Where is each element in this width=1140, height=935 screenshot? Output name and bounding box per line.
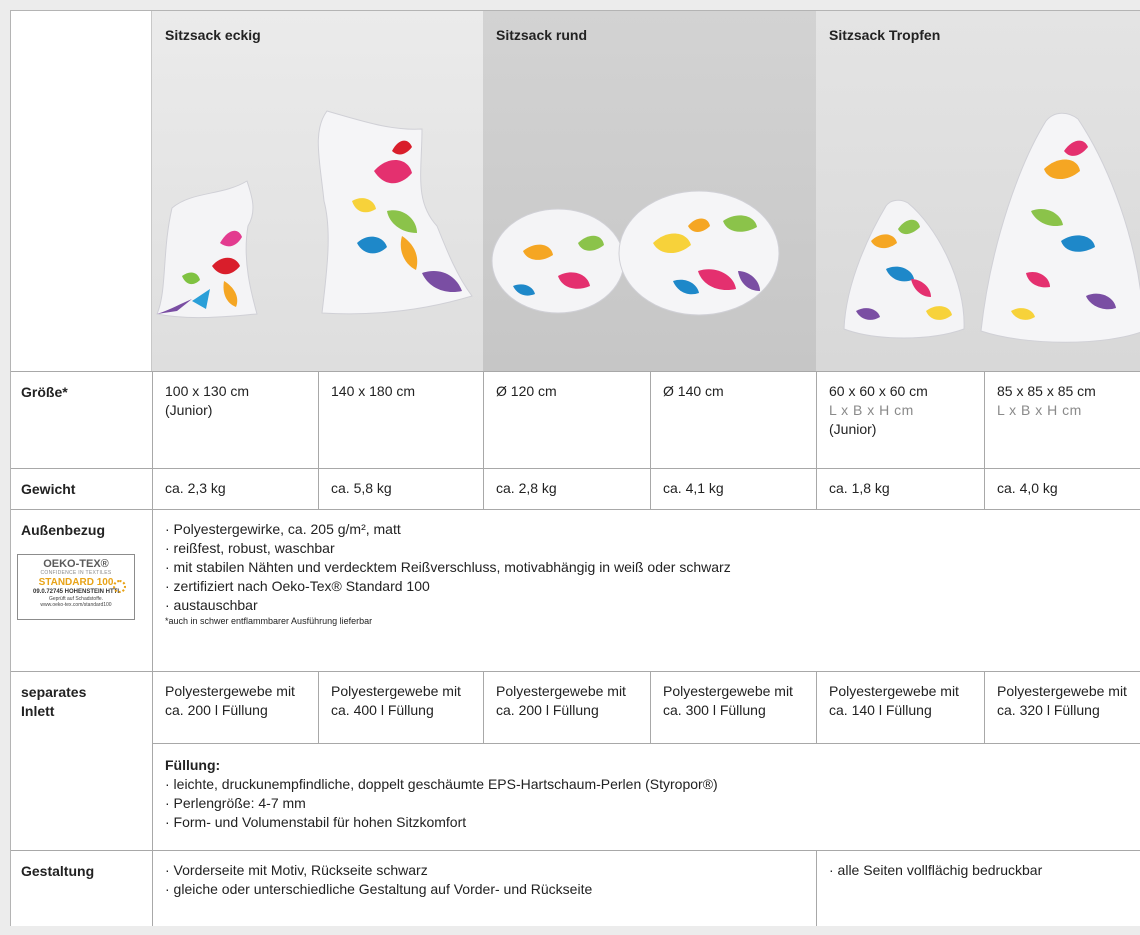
weight-cell: ca. 4,1 kg [650, 469, 816, 509]
row-label: Außenbezug [21, 522, 105, 538]
row-aussenbezug: Außenbezug OEKO-TEX® CONFIDENCE IN TEXTI… [11, 509, 1140, 671]
size-value: 100 x 130 cm [165, 383, 250, 399]
inlett-line: ca. 320 l Füllung [997, 702, 1100, 718]
inlett-cell: Polyestergewebe mit ca. 400 l Füllung [318, 672, 483, 743]
weight-cell: ca. 4,0 kg [984, 469, 1140, 509]
header-sitzsack-rund: Sitzsack rund [483, 11, 816, 371]
size-dimensions: L x B x H cm [829, 402, 914, 418]
row-groesse: Größe* 100 x 130 cm (Junior) 140 x 180 c… [11, 371, 1140, 468]
inlett-cell: Polyestergewebe mit ca. 320 l Füllung [984, 672, 1140, 743]
inlett-line: ca. 300 l Füllung [663, 702, 766, 718]
sun-icon [113, 580, 126, 593]
aussenbezug-details: · Polyestergewirke, ca. 205 g/m², matt ·… [152, 510, 1140, 671]
size-value: 85 x 85 x 85 cm [997, 383, 1096, 399]
size-value: Ø 120 cm [496, 383, 557, 399]
inlett-line: Polyestergewebe mit [496, 683, 626, 699]
column-title: Sitzsack rund [496, 27, 588, 43]
size-cell: 100 x 130 cm (Junior) [152, 372, 318, 468]
size-cell: 60 x 60 x 60 cm L x B x H cm (Junior) [816, 372, 984, 468]
row-label: Gewicht [21, 481, 76, 497]
size-dimensions: L x B x H cm [997, 402, 1082, 418]
inlett-line: Polyestergewebe mit [331, 683, 461, 699]
inlett-line: ca. 200 l Füllung [496, 702, 599, 718]
row-label: Gestaltung [21, 863, 95, 879]
fuellung-details: Füllung: · leichte, druckunempfindliche,… [152, 743, 1140, 850]
inlett-line: ca. 140 l Füllung [829, 702, 932, 718]
inlett-cell: Polyestergewebe mit ca. 200 l Füllung [483, 672, 650, 743]
row-gewicht: Gewicht ca. 2,3 kg ca. 5,8 kg ca. 2,8 kg… [11, 468, 1140, 509]
inlett-line: ca. 400 l Füllung [331, 702, 434, 718]
gestaltung-left: · Vorderseite mit Motiv, Rückseite schwa… [152, 851, 816, 926]
oeko-cert: 09.0.72745 HOHENSTEIN HTTI [32, 589, 120, 595]
row-label: Größe* [21, 384, 68, 400]
weight-cell: ca. 2,3 kg [152, 469, 318, 509]
oeko-tested: Geprüft auf Schadstoffe. [48, 596, 104, 602]
weight-cell: ca. 2,8 kg [483, 469, 650, 509]
inlett-line: ca. 200 l Füllung [165, 702, 268, 718]
row-label-line: Inlett [21, 703, 55, 719]
feature-line: · mit stabilen Nähten und verdecktem Rei… [165, 559, 731, 575]
size-cell: Ø 140 cm [650, 372, 816, 468]
size-note: (Junior) [165, 402, 213, 418]
row-label: separates Inlett [21, 683, 86, 721]
oeko-brand: OEKO-TEX® [43, 558, 109, 570]
header-sitzsack-tropfen: Sitzsack Tropfen [816, 11, 1140, 371]
footnote: *auch in schwer entflammbarer Ausführung… [165, 616, 373, 626]
fill-line: · leichte, druckunempfindliche, doppelt … [165, 776, 718, 792]
inlett-line: Polyestergewebe mit [829, 683, 959, 699]
fill-line: · Form- und Volumenstabil für hohen Sitz… [165, 814, 467, 830]
beanbag-round-image [491, 190, 780, 316]
inlett-line: Polyestergewebe mit [663, 683, 793, 699]
design-line: · gleiche oder unterschiedliche Gestaltu… [165, 881, 593, 897]
size-cell: 85 x 85 x 85 cm L x B x H cm [984, 372, 1140, 468]
fill-title: Füllung: [165, 757, 221, 773]
oeko-url: www.oeko-tex.com/standard100 [40, 602, 112, 608]
column-title: Sitzsack Tropfen [829, 27, 941, 43]
beanbag-square-image [156, 110, 473, 319]
size-cell: Ø 120 cm [483, 372, 650, 468]
inlett-line: Polyestergewebe mit [997, 683, 1127, 699]
inlett-line: Polyestergewebe mit [165, 683, 295, 699]
column-title: Sitzsack eckig [165, 27, 261, 43]
feature-line: · reißfest, robust, waschbar [165, 540, 335, 556]
feature-line: · zertifiziert nach Oeko-Tex® Standard 1… [165, 578, 430, 594]
row-gestaltung: Gestaltung · Vorderseite mit Motiv, Rück… [11, 850, 1140, 926]
weight-cell: ca. 5,8 kg [318, 469, 483, 509]
feature-line: · austauschbar [165, 597, 258, 613]
size-note: (Junior) [829, 421, 877, 437]
row-label-line: separates [21, 684, 87, 700]
oeko-standard: STANDARD 100 [38, 577, 114, 588]
feature-line: · Polyestergewirke, ca. 205 g/m², matt [165, 521, 401, 537]
weight-cell: ca. 1,8 kg [816, 469, 984, 509]
beanbag-drop-image [843, 112, 1140, 343]
gestaltung-right: · alle Seiten vollflächig bedruckbar [816, 851, 1140, 926]
header-sitzsack-eckig: Sitzsack eckig [152, 11, 483, 371]
product-table: Sitzsack eckig Sitzsack rund [10, 10, 1140, 926]
header-empty-cell [11, 11, 152, 371]
inlett-cell: Polyestergewebe mit ca. 200 l Füllung [152, 672, 318, 743]
size-value: 140 x 180 cm [331, 383, 416, 399]
size-value: 60 x 60 x 60 cm [829, 383, 928, 399]
fill-line: · Perlengröße: 4-7 mm [165, 795, 306, 811]
inlett-cell: Polyestergewebe mit ca. 300 l Füllung [650, 672, 816, 743]
inlett-cell: Polyestergewebe mit ca. 140 l Füllung [816, 672, 984, 743]
oeko-tex-logo: OEKO-TEX® CONFIDENCE IN TEXTILES STANDAR… [17, 554, 135, 620]
row-inlett: separates Inlett Polyestergewebe mit ca.… [11, 671, 1140, 850]
oeko-tagline: CONFIDENCE IN TEXTILES [40, 570, 112, 576]
design-line: · Vorderseite mit Motiv, Rückseite schwa… [165, 862, 428, 878]
size-value: Ø 140 cm [663, 383, 724, 399]
size-cell: 140 x 180 cm [318, 372, 483, 468]
